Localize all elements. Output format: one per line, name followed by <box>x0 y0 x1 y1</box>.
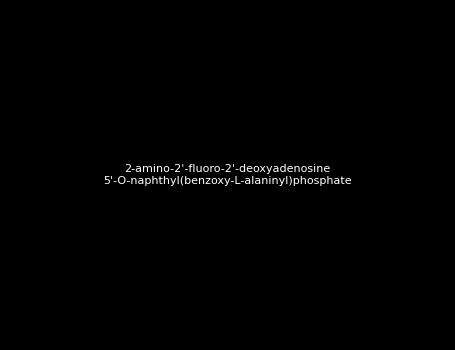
Text: 2-amino-2'-fluoro-2'-deoxyadenosine
5'-O-naphthyl(benzoxy-L-alaninyl)phosphate: 2-amino-2'-fluoro-2'-deoxyadenosine 5'-O… <box>103 164 352 186</box>
